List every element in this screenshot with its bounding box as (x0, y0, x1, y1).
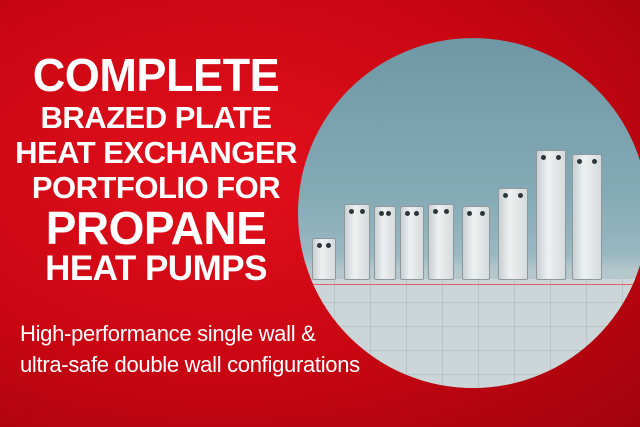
headline-line: HEAT PUMPS (45, 249, 267, 288)
heat-exchanger (374, 206, 396, 280)
subtitle-line: High-performance single wall & (20, 321, 316, 346)
laser-line (298, 284, 640, 285)
heat-exchanger (498, 188, 528, 280)
headline-line: BRAZED PLATE (40, 100, 272, 135)
heat-exchanger (462, 206, 490, 280)
headline: COMPLETE BRAZED PLATE HEAT EXCHANGER POR… (6, 52, 306, 286)
heat-exchanger (536, 150, 566, 280)
headline-line: HEAT EXCHANGER (15, 135, 297, 170)
floor (298, 278, 640, 388)
headline-line: PORTFOLIO FOR (31, 170, 281, 205)
headline-line: PROPANE (45, 202, 267, 254)
product-photo (298, 38, 640, 388)
heat-exchanger (312, 238, 336, 280)
heat-exchanger (428, 204, 454, 280)
heat-exchanger (572, 154, 602, 280)
heat-exchanger (400, 206, 424, 280)
headline-line: COMPLETE (32, 49, 280, 101)
heat-exchanger (344, 204, 370, 280)
